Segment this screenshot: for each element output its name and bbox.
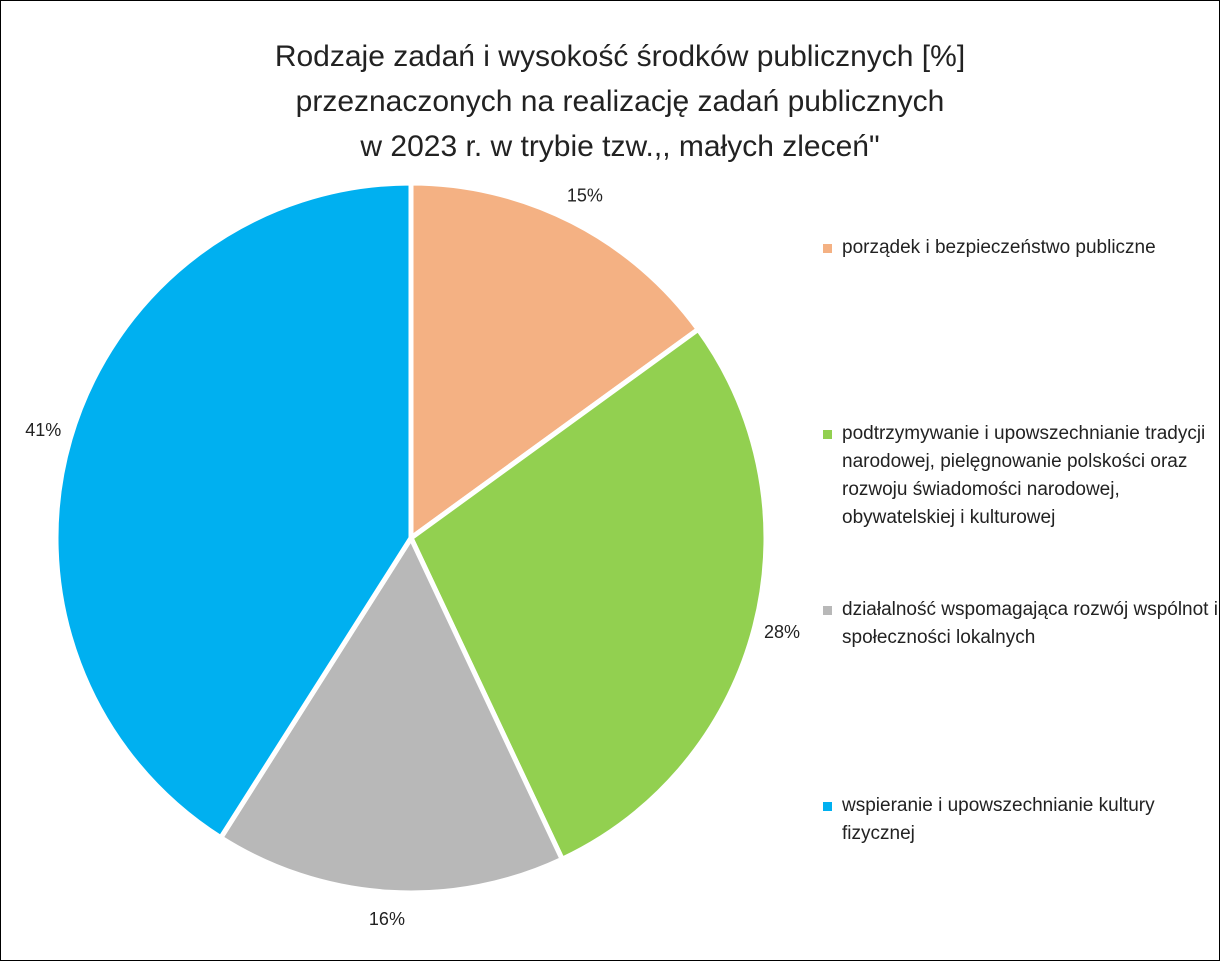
legend-swatch <box>823 244 832 253</box>
legend-label: podtrzymywanie i upowszechnianie tradycj… <box>842 423 1206 528</box>
data-label: 15% <box>567 185 603 205</box>
legend-item: podtrzymywanie i upowszechnianie tradycj… <box>823 420 1218 532</box>
data-label: 41% <box>25 420 61 440</box>
pie-slice <box>408 326 769 862</box>
pie-slice <box>408 180 701 541</box>
legend-label: działalność wspomagająca rozwój wspólnot… <box>842 599 1218 648</box>
legend-item: wspieranie i upowszechnianie kultury fiz… <box>823 792 1218 848</box>
pie-slice <box>53 180 414 841</box>
pie-slice <box>218 535 565 896</box>
legend-swatch <box>823 606 832 615</box>
legend-item: działalność wspomagająca rozwój wspólnot… <box>823 596 1218 652</box>
chart-title: Rodzaje zadań i wysokość środków publicz… <box>275 40 965 73</box>
legend-swatch <box>823 802 832 811</box>
chart-title: w 2023 r. w trybie tzw.,, małych zleceń" <box>359 130 879 163</box>
legend-swatch <box>823 430 832 439</box>
legend-item: porządek i bezpieczeństwo publiczne <box>823 234 1218 262</box>
data-label: 16% <box>369 909 405 929</box>
legend-label: wspieranie i upowszechnianie kultury fiz… <box>842 795 1155 844</box>
legend-label: porządek i bezpieczeństwo publiczne <box>842 237 1156 258</box>
data-label: 28% <box>764 622 800 642</box>
chart-title: przeznaczonych na realizację zadań publi… <box>296 85 945 118</box>
